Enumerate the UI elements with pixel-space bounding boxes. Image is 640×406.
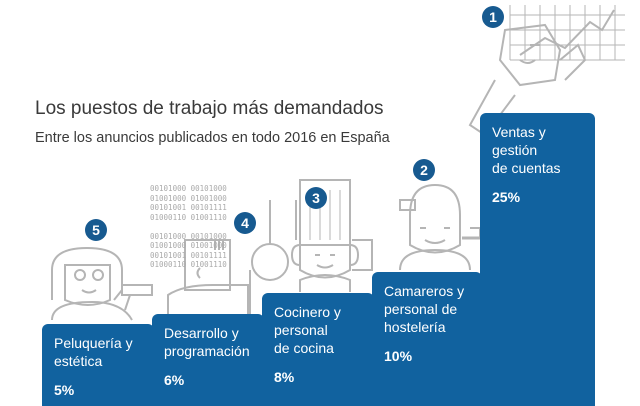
rank-badge: 5 bbox=[85, 219, 107, 241]
rank-badge: 4 bbox=[234, 212, 256, 234]
bar-label: Ventas y gestión de cuentas bbox=[492, 124, 561, 176]
bar-3: Cocinero y personal de cocina 8% bbox=[262, 293, 374, 406]
developer-illustration bbox=[167, 239, 251, 315]
bar-value-label: 6% bbox=[164, 372, 185, 388]
page-subtitle: Entre los anuncios publicados en todo 20… bbox=[35, 130, 390, 146]
bar-value-label: 25% bbox=[492, 189, 521, 205]
hairdresser-illustration bbox=[51, 246, 153, 321]
bar-value-label: 8% bbox=[274, 369, 295, 385]
bar-value-label: 10% bbox=[384, 348, 413, 364]
bar-2: Camareros y personal de hostelería 10% bbox=[372, 272, 482, 406]
growth-chart-illustration bbox=[509, 5, 625, 61]
bar-5: Peluquería y estética 5% bbox=[42, 324, 154, 406]
page-title: Los puestos de trabajo más demandados bbox=[35, 98, 384, 119]
bar-label: Camareros y personal de hostelería bbox=[384, 283, 465, 335]
bar-4: Desarrollo y programación 6% bbox=[152, 314, 264, 406]
bar-1: Ventas y gestión de cuentas 25% bbox=[480, 113, 595, 406]
rank-badge: 3 bbox=[305, 187, 327, 209]
bar-label: Cocinero y personal de cocina bbox=[274, 304, 341, 356]
bar-label: Peluquería y estética bbox=[54, 335, 133, 369]
binary-code-decoration: 00101000 00101000 01001000 01001000 0010… bbox=[150, 184, 227, 269]
trend-line bbox=[519, 9, 615, 56]
cook-illustration bbox=[251, 179, 373, 292]
rank-badge: 1 bbox=[482, 6, 504, 28]
rank-badge: 2 bbox=[413, 159, 435, 181]
bar-label: Desarrollo y programación bbox=[164, 325, 250, 359]
bar-value-label: 5% bbox=[54, 382, 75, 398]
